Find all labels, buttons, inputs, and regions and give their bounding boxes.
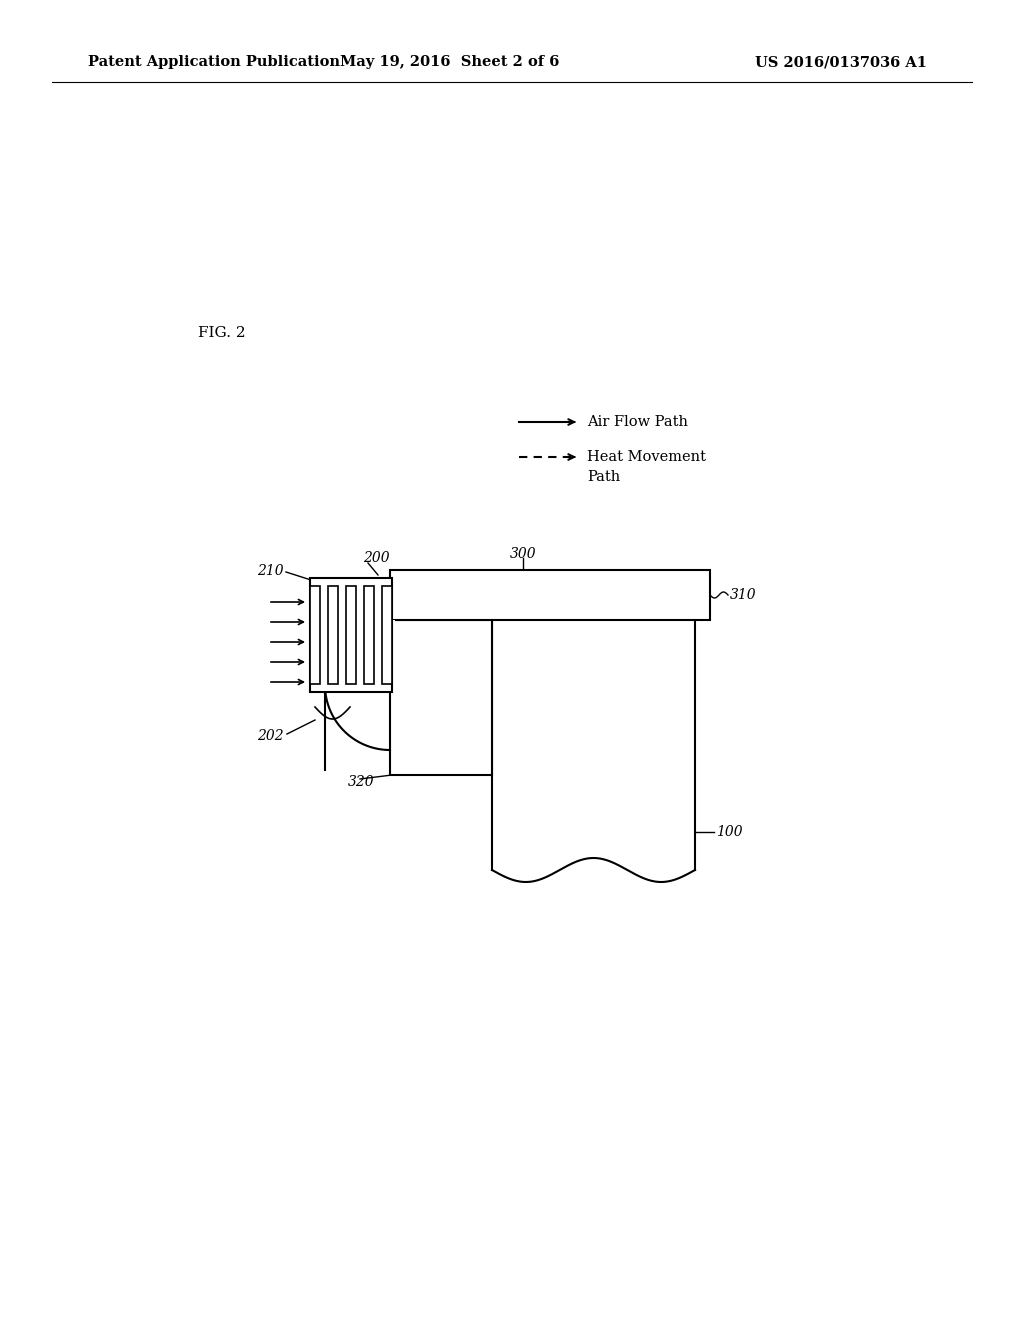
Bar (364, 586, 374, 684)
Text: 201: 201 (400, 762, 427, 775)
Bar (390, 620, 492, 775)
Bar (390, 570, 710, 620)
Text: US 2016/0137036 A1: US 2016/0137036 A1 (755, 55, 927, 69)
Bar (310, 586, 319, 684)
Text: 200: 200 (362, 550, 389, 565)
Text: Patent Application Publication: Patent Application Publication (88, 55, 340, 69)
Bar (346, 586, 356, 684)
Text: Heat Movement: Heat Movement (587, 450, 706, 465)
Text: 310: 310 (730, 587, 757, 602)
Text: FIG. 2: FIG. 2 (198, 326, 246, 341)
Text: 320: 320 (348, 775, 375, 789)
Text: Air Flow Path: Air Flow Path (587, 414, 688, 429)
Text: 202: 202 (257, 729, 284, 743)
Bar (385, 620, 395, 690)
Text: Path: Path (587, 470, 621, 484)
Bar (382, 586, 392, 684)
Text: 300: 300 (510, 546, 537, 561)
Bar (310, 578, 392, 692)
Bar (328, 586, 338, 684)
Text: May 19, 2016  Sheet 2 of 6: May 19, 2016 Sheet 2 of 6 (340, 55, 560, 69)
Text: 210: 210 (257, 564, 284, 578)
Text: 100: 100 (716, 825, 742, 840)
